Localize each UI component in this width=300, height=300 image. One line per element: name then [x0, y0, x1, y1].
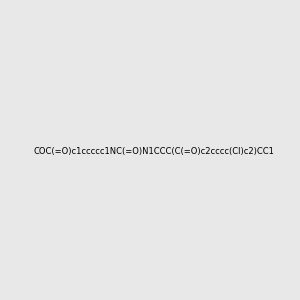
Text: COC(=O)c1ccccc1NC(=O)N1CCC(C(=O)c2cccc(Cl)c2)CC1: COC(=O)c1ccccc1NC(=O)N1CCC(C(=O)c2cccc(C…: [33, 147, 274, 156]
